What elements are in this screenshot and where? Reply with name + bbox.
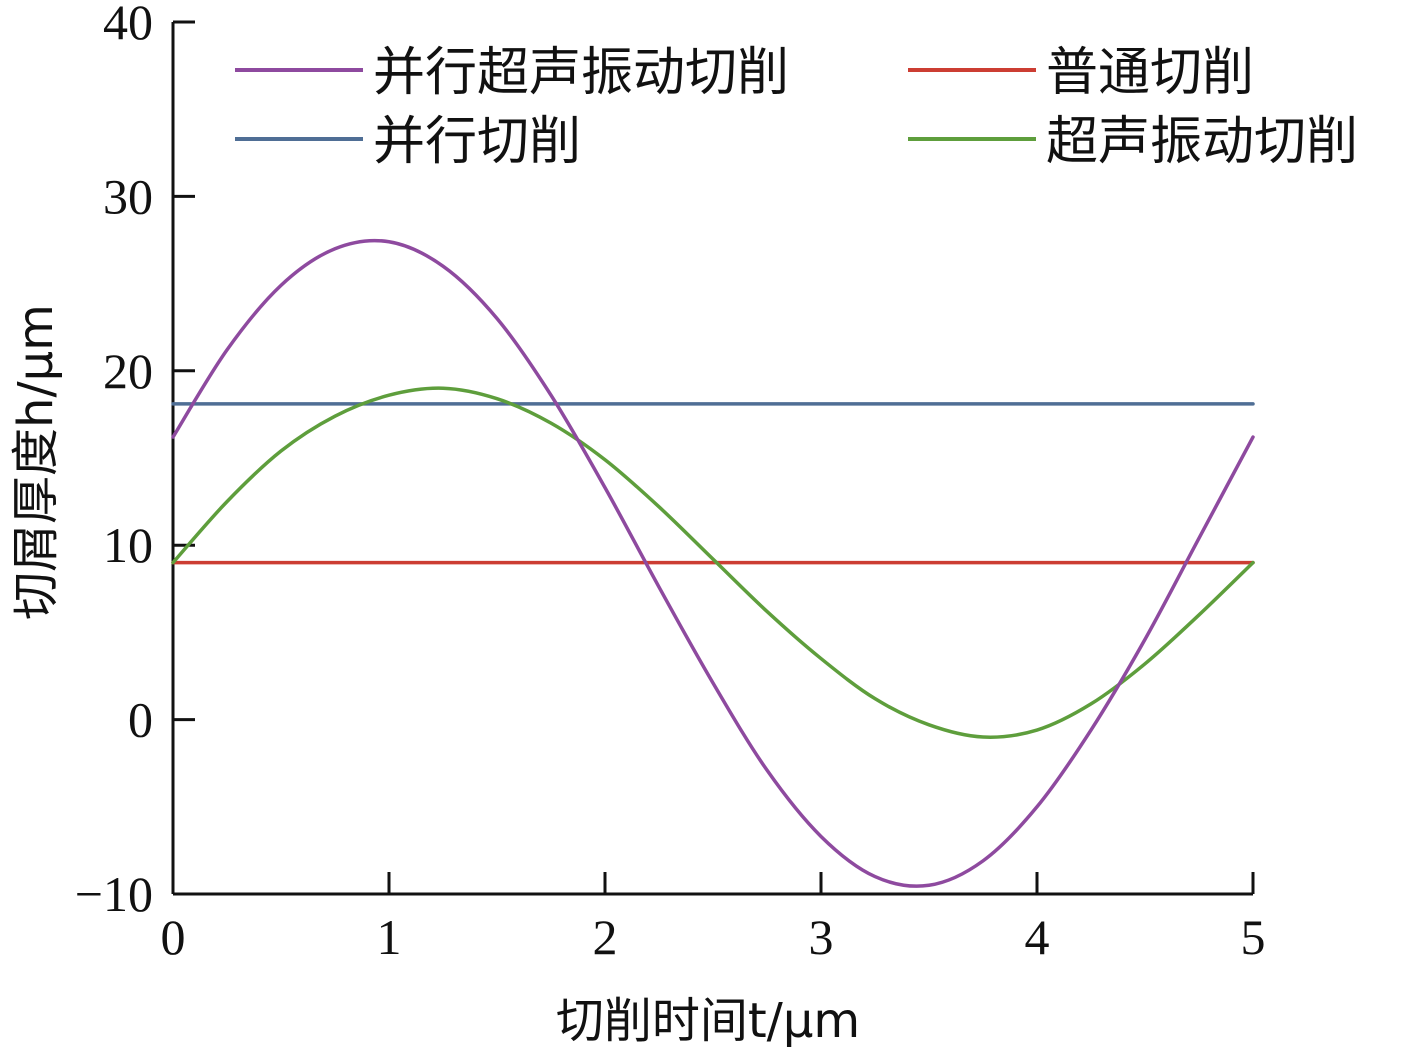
x-tick-label: 3: [809, 909, 834, 965]
x-tick-label: 5: [1241, 909, 1266, 965]
y-tick-label: 0: [128, 692, 153, 748]
y-tick-label: −10: [75, 866, 153, 922]
y-tick-label: 10: [103, 517, 153, 573]
axes: [171, 22, 1253, 896]
y-tick-label: 20: [103, 343, 153, 399]
x-tick-label: 1: [377, 909, 402, 965]
legend-label: 并行超声振动切削: [373, 43, 789, 103]
x-axis-label: 切削时间t/μm: [556, 993, 860, 1049]
series-line-ultrasonic: [171, 386, 1255, 739]
x-ticks: 0 1 2 3 4 5: [161, 872, 1266, 965]
x-tick-label: 4: [1025, 909, 1050, 965]
legend-label: 普通切削: [1046, 43, 1254, 103]
y-tick-label: 30: [103, 168, 153, 224]
y-tick-label: 40: [103, 0, 153, 50]
series-lines: [171, 238, 1255, 888]
x-tick-label: 0: [161, 909, 186, 965]
y-axis-label: 切屑厚度h/μm: [8, 304, 64, 620]
x-tick-label: 2: [593, 909, 618, 965]
y-ticks: −10 0 10 20 30 40: [75, 0, 195, 922]
legend-label: 并行切削: [373, 112, 581, 172]
series-line-parallel-ultrasonic: [171, 238, 1255, 888]
legend-label: 超声振动切削: [1046, 112, 1358, 172]
